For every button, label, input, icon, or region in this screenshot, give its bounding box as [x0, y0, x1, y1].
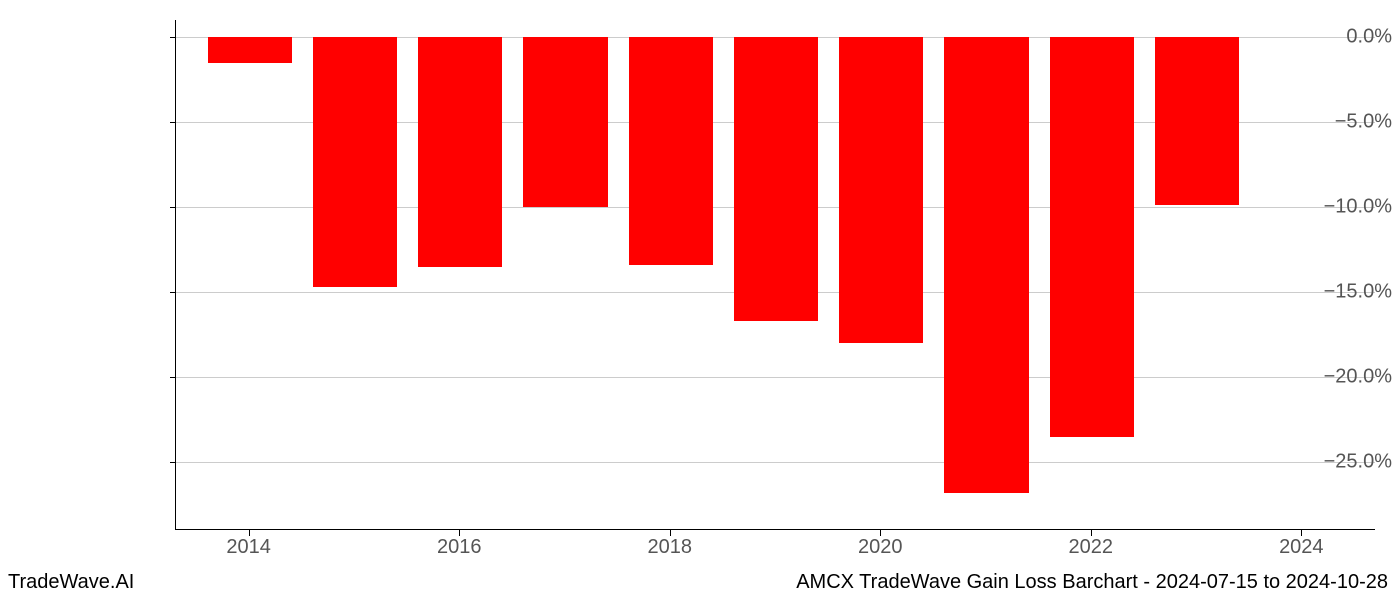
x-tick-label: 2014: [226, 536, 271, 559]
bar: [313, 37, 397, 287]
y-tick-label: −15.0%: [1225, 281, 1392, 304]
bar: [418, 37, 502, 267]
bar: [629, 37, 713, 265]
gridline: [176, 462, 1375, 463]
y-tick-mark: [170, 37, 176, 38]
y-tick-mark: [170, 377, 176, 378]
x-tick-container: 2014 2016 2018 2020 2022 2024: [175, 530, 1375, 570]
y-tick-label: −20.0%: [1225, 366, 1392, 389]
bar: [839, 37, 923, 343]
y-tick-mark: [170, 122, 176, 123]
footer-right-text: AMCX TradeWave Gain Loss Barchart - 2024…: [796, 571, 1388, 594]
plot-area: [175, 20, 1375, 530]
gridline: [176, 377, 1375, 378]
bar: [944, 37, 1028, 493]
x-tick-label: 2016: [437, 536, 482, 559]
x-tick-label: 2022: [1069, 536, 1114, 559]
bar: [208, 37, 292, 63]
x-tick-label: 2018: [647, 536, 692, 559]
bar: [1050, 37, 1134, 437]
y-tick-mark: [170, 462, 176, 463]
y-tick-label: 0.0%: [1225, 26, 1392, 49]
bar: [523, 37, 607, 207]
x-tick-label: 2020: [858, 536, 903, 559]
bar: [734, 37, 818, 321]
y-tick-mark: [170, 292, 176, 293]
y-tick-label: −25.0%: [1225, 451, 1392, 474]
x-tick-label: 2024: [1279, 536, 1324, 559]
footer-left-text: TradeWave.AI: [8, 571, 134, 594]
chart-canvas: 0.0%−5.0%−10.0%−15.0%−20.0%−25.0% 201420…: [0, 0, 1400, 600]
y-tick-label: −5.0%: [1225, 111, 1392, 134]
y-tick-mark: [170, 207, 176, 208]
y-tick-label: −10.0%: [1225, 196, 1392, 219]
